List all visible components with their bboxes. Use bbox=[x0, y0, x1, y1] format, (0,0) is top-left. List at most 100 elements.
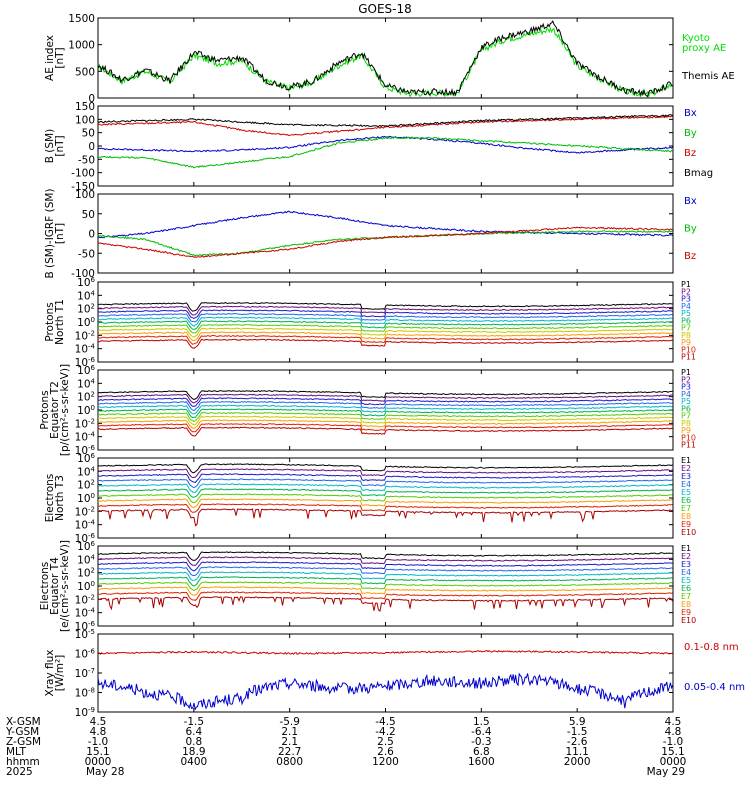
legend-xray-1: 0.05-0.4 nm bbox=[684, 682, 745, 693]
legend-bigrf-0: Bx bbox=[684, 196, 697, 207]
panel-frame bbox=[97, 105, 674, 187]
channel-en-E10 bbox=[97, 508, 673, 527]
channel-en-E2 bbox=[97, 468, 673, 479]
axis-row-value: 11.1 bbox=[565, 746, 588, 758]
legend-xray-0: 0.1-0.8 nm bbox=[684, 642, 739, 653]
axis-row-value: -5.9 bbox=[279, 716, 300, 728]
axis-row-label: 2025 bbox=[6, 766, 33, 778]
ytick-label: 100 bbox=[77, 404, 95, 417]
channel-en-E7 bbox=[97, 493, 673, 504]
panel-bigrf-ylabel: [nT] bbox=[54, 223, 66, 244]
channel-en-E6 bbox=[97, 488, 673, 498]
channel-pn-P1 bbox=[98, 301, 673, 312]
axis-row-value: 2.6 bbox=[377, 746, 394, 758]
panel-frame bbox=[97, 193, 674, 274]
panel-bsm-ylabel: B (SM) bbox=[44, 129, 56, 163]
axis-row-label: hhmm bbox=[6, 756, 40, 768]
legend-pn-P9: P9 bbox=[681, 338, 691, 347]
channel-en-E8 bbox=[97, 498, 673, 509]
panel-frame bbox=[97, 17, 674, 99]
channel-ee-E4 bbox=[97, 566, 673, 577]
panel-ae-ylabel: AE index bbox=[44, 35, 56, 81]
channel-pn-P6 bbox=[97, 320, 673, 330]
axis-row-label: X-GSM bbox=[6, 716, 41, 728]
ytick-label: 10-2 bbox=[75, 593, 95, 606]
ytick-label: 10-2 bbox=[75, 329, 95, 342]
channel-pn-P2 bbox=[97, 305, 673, 316]
ytick-label: 0 bbox=[88, 229, 95, 241]
ytick-label: 102 bbox=[77, 391, 95, 404]
channel-en-E5 bbox=[97, 483, 673, 493]
ytick-label: 100 bbox=[77, 492, 95, 505]
ytick-label: 10-9 bbox=[75, 706, 95, 719]
legend-pn-P5: P5 bbox=[681, 309, 691, 318]
panel-pn-ylabel: North T1 bbox=[54, 299, 66, 345]
legend-pn-P4: P4 bbox=[681, 302, 691, 311]
legend-pe-P7: P7 bbox=[681, 412, 691, 421]
panel-en-ylabel: Electrons bbox=[44, 474, 56, 523]
legend-ee-E8: E8 bbox=[681, 600, 691, 609]
axis-row-value: 1600 bbox=[468, 756, 495, 768]
legend-en-E10: E10 bbox=[681, 528, 696, 537]
ytick-label: 10-6 bbox=[75, 532, 96, 545]
legend-ee-E2: E2 bbox=[681, 552, 691, 561]
channel-pe-P7 bbox=[97, 411, 673, 423]
panel-en-ylabel: North T3 bbox=[54, 475, 66, 521]
axis-row-value: -1.0 bbox=[88, 736, 109, 748]
legend-ee-E5: E5 bbox=[681, 576, 691, 585]
panel-bigrf-ylabel: B (SM)-IGRF (SM) bbox=[44, 188, 56, 278]
channel-pe-P1 bbox=[97, 390, 673, 401]
ytick-label: 104 bbox=[77, 553, 95, 566]
panel-xray: Xray flux[W/m²] 10-5 10-6 10-7 10-8 10-9 0.1-0… bbox=[44, 628, 745, 719]
axis-row-value: 5.9 bbox=[569, 716, 586, 728]
axis-row-value: 0.8 bbox=[185, 736, 202, 748]
ytick-label: 10-4 bbox=[75, 343, 96, 356]
legend-pe-P11: P11 bbox=[681, 441, 696, 450]
legend-ee-E4: E4 bbox=[681, 568, 691, 577]
channel-ee-E1 bbox=[97, 551, 673, 562]
ytick-label: 10-6 bbox=[75, 648, 96, 661]
legend-bigrf-1: By bbox=[684, 224, 697, 235]
channel-ee-E7 bbox=[97, 581, 673, 592]
ytick-label: 104 bbox=[77, 465, 95, 478]
axis-row-value: -2.6 bbox=[567, 736, 588, 748]
panel-frame bbox=[97, 281, 674, 363]
ytick-label: 10-4 bbox=[75, 607, 96, 620]
channel-en-E3 bbox=[97, 473, 673, 483]
legend-en-E2: E2 bbox=[681, 464, 691, 473]
ytick-label: -50 bbox=[78, 248, 95, 260]
channel-pn-P5 bbox=[97, 316, 673, 327]
panel-xray-ylabel: Xray flux bbox=[44, 650, 56, 697]
channel-pn-P10 bbox=[97, 334, 673, 345]
channel-ee-E6 bbox=[98, 576, 673, 587]
legend-pn-P1: P1 bbox=[681, 280, 691, 289]
legend-en-E8: E8 bbox=[681, 512, 691, 521]
ytick-label: -50 bbox=[78, 154, 95, 166]
channel-en-E4 bbox=[97, 478, 673, 489]
axis-row-value: 6.4 bbox=[185, 726, 202, 738]
ytick-label: 106 bbox=[77, 540, 95, 553]
legend-pe-P1: P1 bbox=[681, 368, 691, 377]
series-bsm-1 bbox=[97, 136, 673, 169]
axis-row-value: May 28 bbox=[86, 766, 124, 778]
channel-ee-E2 bbox=[97, 556, 673, 566]
legend-bigrf-2: Bz bbox=[684, 251, 696, 262]
axis-row-value: -6.4 bbox=[471, 726, 492, 738]
channel-ee-E8 bbox=[97, 586, 673, 596]
ytick-label: 10-4 bbox=[75, 519, 96, 532]
panel-bsm-ylabel: [nT] bbox=[54, 135, 66, 156]
ytick-label: 10-2 bbox=[75, 505, 95, 518]
channel-pn-P9 bbox=[97, 331, 673, 342]
axis-row-value: -4.2 bbox=[375, 726, 396, 738]
legend-bsm-3: Bmag bbox=[684, 168, 713, 179]
legend-en-E1: E1 bbox=[681, 456, 691, 465]
legend-pe-P10: P10 bbox=[681, 433, 696, 442]
legend-en-E4: E4 bbox=[681, 480, 691, 489]
axis-row-label: Y-GSM bbox=[5, 726, 39, 738]
axis-row-value: 4.5 bbox=[90, 716, 107, 728]
legend-bsm-2: Bz bbox=[684, 148, 696, 159]
